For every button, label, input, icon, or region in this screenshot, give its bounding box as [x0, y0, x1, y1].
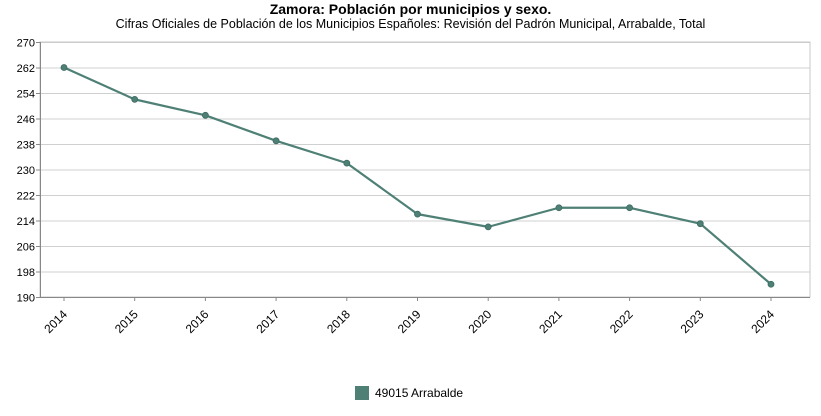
data-point — [131, 95, 139, 103]
x-tick-label: 2018 — [324, 307, 353, 336]
y-tick-label: 230 — [17, 165, 35, 177]
y-tick-label: 246 — [17, 114, 35, 126]
legend-label: 49015 Arrabalde — [375, 386, 464, 400]
x-tick-label: 2019 — [395, 307, 424, 336]
y-tick-label: 206 — [17, 242, 35, 254]
x-tick-label: 2023 — [678, 307, 707, 336]
x-tick-labels: 2014 2015 2016 2017 2018 2019 2020 2021 2022 2023… — [41, 307, 777, 336]
series — [60, 64, 775, 288]
x-tick-label: 2016 — [183, 307, 212, 336]
data-point — [626, 204, 633, 212]
y-tick-label: 270 — [17, 38, 35, 50]
chart-title: Zamora: Población por municipios y sexo. — [269, 1, 552, 17]
y-tick-labels: 270 262 254 246 238 230 222 214 206 198 190 — [17, 38, 35, 305]
data-point — [555, 204, 563, 212]
y-tick-label: 254 — [17, 89, 35, 101]
data-point — [484, 223, 492, 231]
y-tick-label: 190 — [17, 293, 35, 305]
axes — [36, 41, 811, 301]
x-tick-label: 2021 — [536, 307, 565, 336]
y-tick-label: 198 — [17, 267, 35, 279]
chart-subtitle: Cifras Oficiales de Población de los Mun… — [115, 17, 706, 31]
data-point — [696, 220, 704, 228]
data-point — [272, 137, 280, 145]
y-tick-label: 262 — [17, 63, 35, 75]
x-tick-label: 2017 — [253, 307, 282, 336]
y-tick-label: 222 — [17, 191, 35, 203]
series-line — [63, 66, 772, 286]
x-tick-label: 2020 — [466, 307, 495, 336]
data-point — [414, 210, 421, 218]
data-point — [60, 64, 68, 71]
y-tick-label: 238 — [17, 140, 35, 152]
y-tick-label: 214 — [17, 216, 35, 228]
x-tick-label: 2014 — [41, 307, 70, 336]
gridlines — [40, 42, 810, 298]
legend-swatch — [355, 386, 369, 400]
x-tick-label: 2024 — [748, 307, 777, 336]
x-tick-label: 2022 — [607, 307, 636, 336]
data-point — [201, 111, 209, 119]
x-tick-label: 2015 — [112, 307, 141, 336]
data-point — [767, 280, 775, 288]
data-point — [343, 159, 351, 167]
legend: 49015 Arrabalde — [355, 385, 463, 401]
